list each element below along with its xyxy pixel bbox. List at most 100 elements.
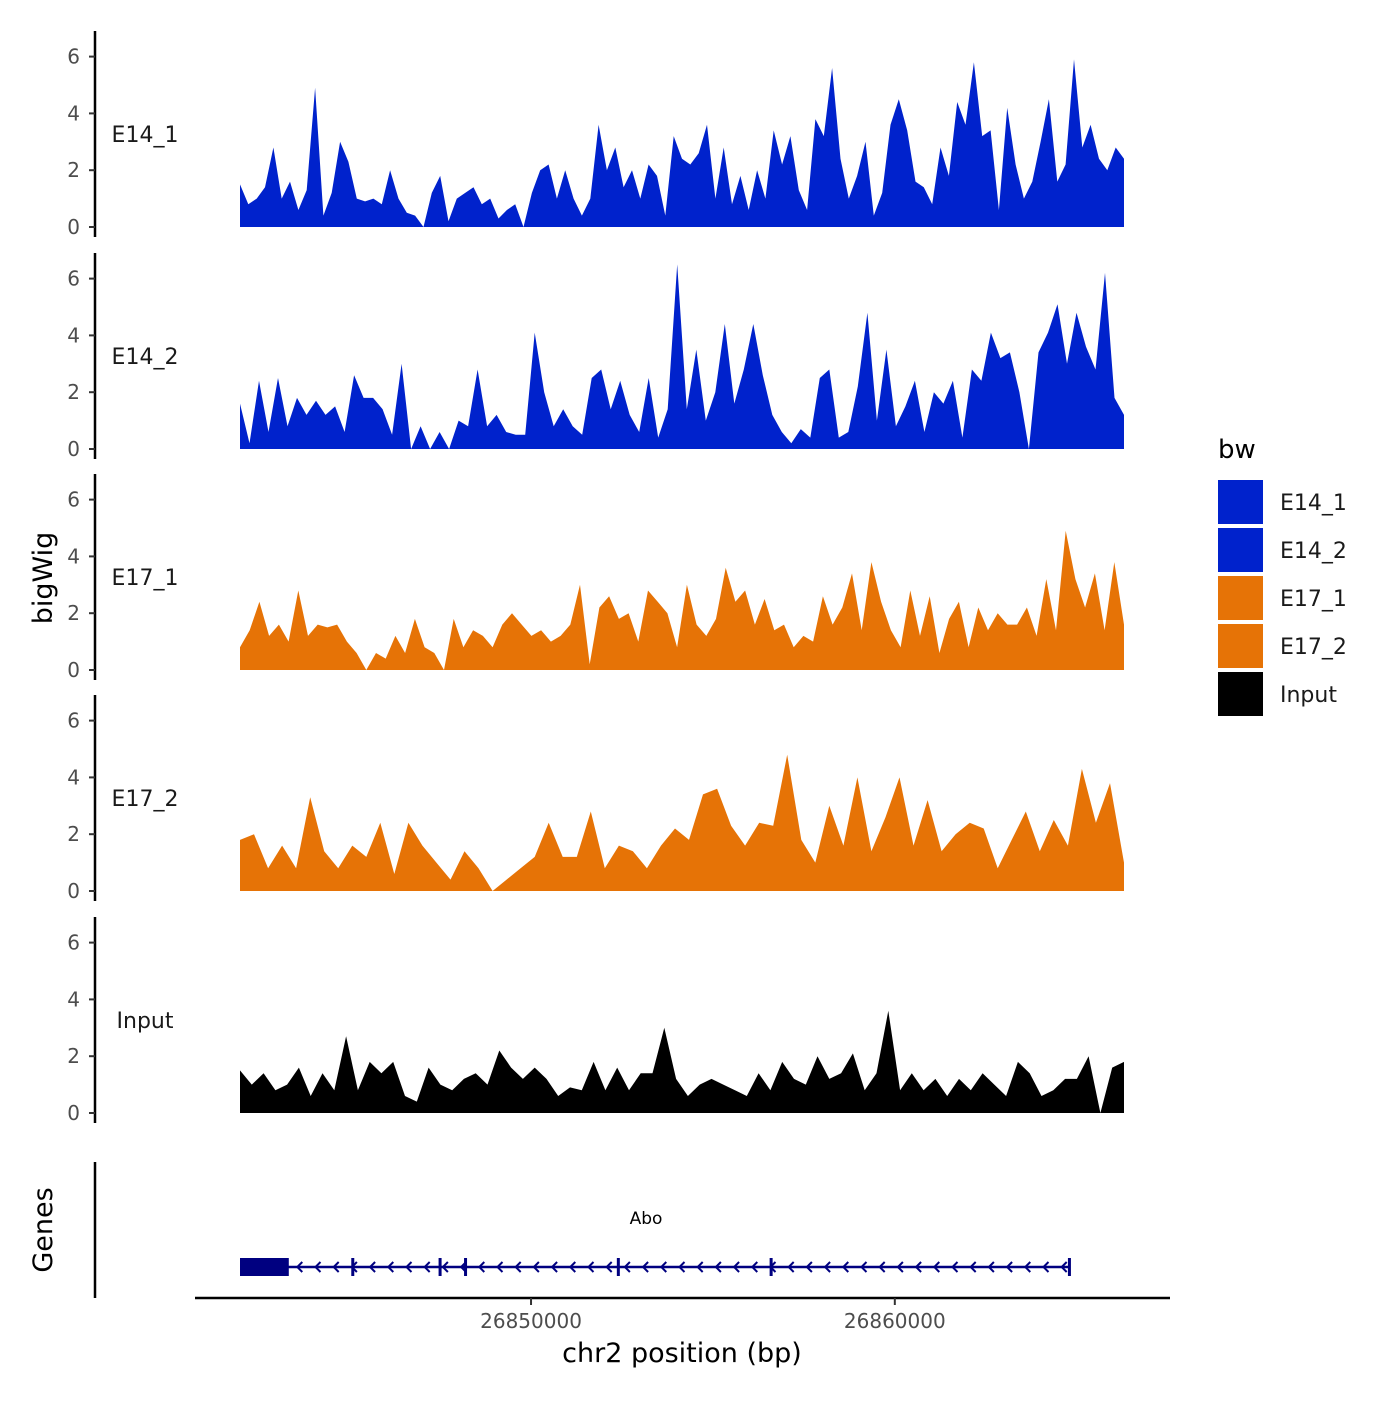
strand-arrow xyxy=(295,1261,303,1273)
y-axis-title: bigWig xyxy=(28,532,59,625)
strand-arrow xyxy=(841,1261,849,1273)
track-label: E17_1 xyxy=(112,566,179,591)
y-tick-label: 4 xyxy=(67,987,80,1011)
legend-swatch xyxy=(1218,672,1263,716)
strand-arrow xyxy=(386,1261,394,1273)
strand-arrow xyxy=(605,1261,613,1273)
strand-arrow xyxy=(423,1261,431,1273)
y-tick-label: 2 xyxy=(67,158,80,182)
strand-arrow xyxy=(678,1261,686,1273)
y-tick-label: 2 xyxy=(67,822,80,846)
y-tick-label: 0 xyxy=(67,437,80,461)
strand-arrow xyxy=(496,1261,504,1273)
track-label: Input xyxy=(117,1009,174,1034)
strand-arrow xyxy=(951,1261,959,1273)
y-tick-label: 0 xyxy=(67,658,80,682)
strand-arrow xyxy=(987,1261,995,1273)
track-input: 0 2 4 6 Input xyxy=(67,917,1124,1125)
gene-label: Abo xyxy=(630,1209,663,1229)
y-tick-label: 6 xyxy=(67,267,80,291)
strand-arrow xyxy=(914,1261,922,1273)
strand-arrow xyxy=(714,1261,722,1273)
legend-label: Input xyxy=(1280,683,1337,708)
legend: bw E14_1 E14_2 E17_1 E17_2 Input xyxy=(1218,435,1347,716)
strand-arrow xyxy=(623,1261,631,1273)
legend-label: E14_2 xyxy=(1280,539,1347,564)
y-tick-label: 0 xyxy=(67,215,80,239)
strand-arrow xyxy=(641,1261,649,1273)
x-tick-label: 26860000 xyxy=(844,1309,946,1333)
legend-entry: E17_2 xyxy=(1218,624,1347,668)
coverage-area xyxy=(240,264,1124,449)
legend-entry: E17_1 xyxy=(1218,576,1347,620)
strand-arrow xyxy=(587,1261,595,1273)
y-tick-label: 2 xyxy=(67,601,80,625)
legend-entry: Input xyxy=(1218,672,1337,716)
strand-arrow xyxy=(459,1261,467,1273)
strand-arrow xyxy=(787,1261,795,1273)
strand-arrow xyxy=(550,1261,558,1273)
legend-swatch xyxy=(1218,528,1263,572)
gene-exon xyxy=(1067,1258,1071,1276)
strand-arrow xyxy=(750,1261,758,1273)
strand-arrow xyxy=(823,1261,831,1273)
strand-arrow xyxy=(932,1261,940,1273)
strand-arrow xyxy=(568,1261,576,1273)
x-tick-label: 26850000 xyxy=(480,1309,582,1333)
y-tick-label: 6 xyxy=(67,931,80,955)
strand-arrow xyxy=(696,1261,704,1273)
legend-entry: E14_2 xyxy=(1218,528,1347,572)
genes-axis-title: Genes xyxy=(28,1187,59,1272)
y-tick-label: 6 xyxy=(67,45,80,69)
strand-arrow xyxy=(969,1261,977,1273)
x-axis: 26850000 26860000 chr2 position (bp) xyxy=(195,1296,1170,1369)
strand-arrow xyxy=(1005,1261,1013,1273)
track-e17-1: 0 2 4 6 E17_1 xyxy=(67,474,1124,682)
y-tick-label: 0 xyxy=(67,1101,80,1125)
coverage-area xyxy=(240,59,1124,228)
legend-swatch xyxy=(1218,624,1263,668)
gene-exon xyxy=(616,1258,620,1276)
legend-swatch xyxy=(1218,480,1263,524)
strand-arrow xyxy=(532,1261,540,1273)
strand-arrow xyxy=(860,1261,868,1273)
tracks-layer: 0 2 4 6 E14_1 0 2 4 6 E14_2 0 2 4 6 E17_1 0 2 4 6 E17_2 0 2 4 6… xyxy=(67,31,1124,1125)
strand-arrow xyxy=(368,1261,376,1273)
strand-arrow xyxy=(896,1261,904,1273)
strand-arrow xyxy=(1023,1261,1031,1273)
coverage-area xyxy=(240,754,1124,891)
strand-arrow xyxy=(314,1261,322,1273)
track-label: E14_1 xyxy=(112,123,179,148)
gene-layer: Abo xyxy=(93,1162,1071,1298)
y-tick-label: 4 xyxy=(67,101,80,125)
strand-arrow xyxy=(1042,1261,1050,1273)
legend-label: E14_1 xyxy=(1280,491,1347,516)
strand-arrow xyxy=(732,1261,740,1273)
legend-swatch xyxy=(1218,576,1263,620)
strand-arrow xyxy=(477,1261,485,1273)
strand-arrow xyxy=(878,1261,886,1273)
gene-exon xyxy=(464,1258,468,1276)
y-tick-label: 4 xyxy=(67,323,80,347)
legend-label: E17_1 xyxy=(1280,587,1347,612)
track-e14-2: 0 2 4 6 E14_2 xyxy=(67,253,1124,461)
x-axis-title: chr2 position (bp) xyxy=(562,1338,802,1369)
y-tick-label: 2 xyxy=(67,380,80,404)
gene-exon xyxy=(438,1258,442,1276)
y-tick-label: 4 xyxy=(67,544,80,568)
y-tick-label: 4 xyxy=(67,765,80,789)
coverage-area xyxy=(240,1010,1124,1113)
y-tick-label: 6 xyxy=(67,488,80,512)
strand-arrow xyxy=(350,1261,358,1273)
strand-arrow xyxy=(514,1261,522,1273)
legend-label: E17_2 xyxy=(1280,635,1347,660)
strand-arrow xyxy=(441,1261,449,1273)
legend-title: bw xyxy=(1218,435,1256,465)
y-tick-label: 0 xyxy=(67,879,80,903)
track-label: E17_2 xyxy=(112,787,179,812)
track-e17-2: 0 2 4 6 E17_2 xyxy=(67,695,1124,903)
strand-arrow xyxy=(405,1261,413,1273)
gene-exon xyxy=(285,1258,289,1276)
strand-arrow xyxy=(1060,1261,1068,1273)
